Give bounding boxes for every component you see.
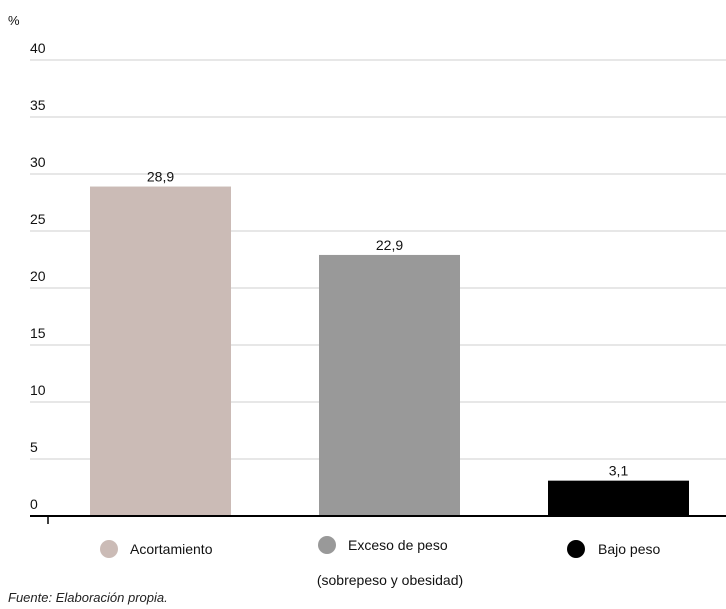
legend-label-line2: (sobrepeso y obesidad) bbox=[317, 572, 463, 588]
y-tick-label: 25 bbox=[30, 211, 46, 227]
y-tick-label: 20 bbox=[30, 268, 46, 284]
y-tick-label: 15 bbox=[30, 325, 46, 341]
y-tick-label: 35 bbox=[30, 97, 46, 113]
y-unit-label: % bbox=[8, 13, 20, 28]
legend-label: Exceso de peso bbox=[348, 537, 448, 553]
bar-value-label: 22,9 bbox=[376, 237, 403, 253]
legend: Acortamiento Exceso de peso (sobrepeso y o… bbox=[100, 536, 660, 588]
bar bbox=[548, 480, 689, 516]
source-note: Fuente: Elaboración propia. bbox=[8, 590, 168, 605]
bar bbox=[319, 254, 460, 516]
y-tick-label: 0 bbox=[30, 496, 38, 512]
y-tick-label: 10 bbox=[30, 382, 46, 398]
legend-swatch bbox=[567, 540, 585, 558]
legend-swatch bbox=[100, 540, 118, 558]
legend-label: Bajo peso bbox=[598, 541, 660, 557]
bars bbox=[90, 186, 689, 517]
axes: % 0 5 10 15 20 25 30 35 40 bbox=[8, 13, 726, 524]
bar-value-label: 28,9 bbox=[147, 169, 174, 185]
y-tick-label: 5 bbox=[30, 439, 38, 455]
y-tick-label: 30 bbox=[30, 154, 46, 170]
legend-label: Acortamiento bbox=[130, 541, 213, 557]
y-tick-label: 40 bbox=[30, 40, 46, 56]
data-labels: 28,9 22,9 3,1 bbox=[147, 169, 629, 479]
legend-swatch bbox=[318, 536, 336, 554]
bar bbox=[90, 186, 231, 517]
bar-value-label: 3,1 bbox=[609, 463, 629, 479]
